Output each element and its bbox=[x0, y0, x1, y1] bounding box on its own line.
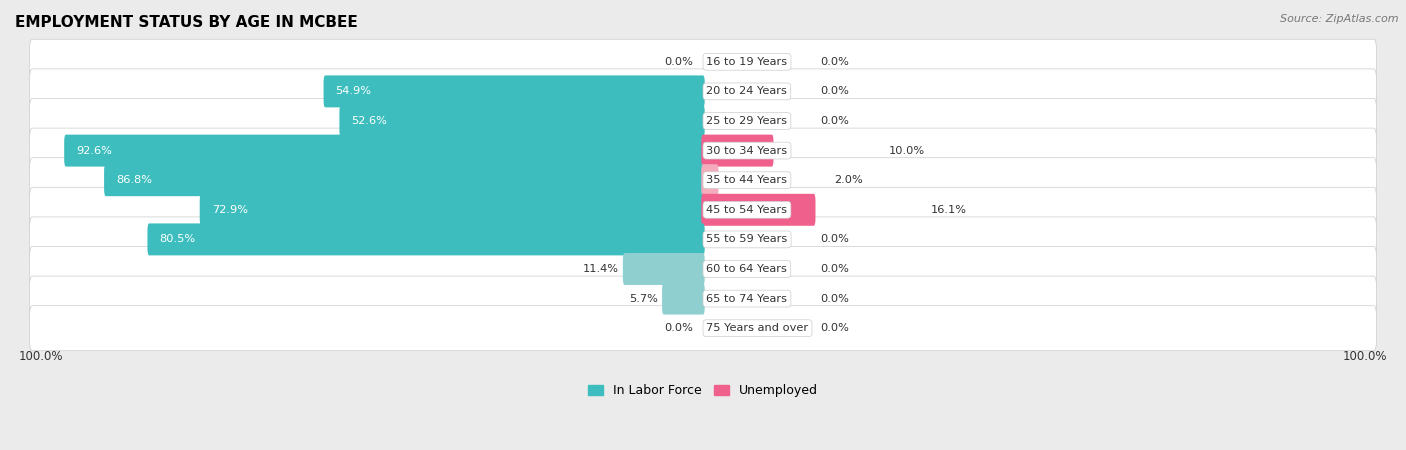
FancyBboxPatch shape bbox=[30, 158, 1376, 202]
Text: 75 Years and over: 75 Years and over bbox=[706, 323, 808, 333]
FancyBboxPatch shape bbox=[30, 128, 1376, 173]
Text: 92.6%: 92.6% bbox=[76, 146, 112, 156]
Text: 54.9%: 54.9% bbox=[336, 86, 371, 96]
FancyBboxPatch shape bbox=[323, 76, 704, 108]
FancyBboxPatch shape bbox=[30, 187, 1376, 232]
FancyBboxPatch shape bbox=[30, 276, 1376, 321]
Text: Source: ZipAtlas.com: Source: ZipAtlas.com bbox=[1281, 14, 1399, 23]
Text: 30 to 34 Years: 30 to 34 Years bbox=[706, 146, 787, 156]
Text: 20 to 24 Years: 20 to 24 Years bbox=[706, 86, 787, 96]
Text: 45 to 54 Years: 45 to 54 Years bbox=[706, 205, 787, 215]
Text: 100.0%: 100.0% bbox=[18, 350, 63, 363]
FancyBboxPatch shape bbox=[30, 69, 1376, 114]
Legend: In Labor Force, Unemployed: In Labor Force, Unemployed bbox=[583, 379, 823, 402]
FancyBboxPatch shape bbox=[30, 217, 1376, 262]
Text: 100.0%: 100.0% bbox=[1343, 350, 1388, 363]
Text: 2.0%: 2.0% bbox=[834, 175, 862, 185]
Text: 0.0%: 0.0% bbox=[664, 323, 693, 333]
Text: 0.0%: 0.0% bbox=[820, 293, 849, 304]
FancyBboxPatch shape bbox=[30, 39, 1376, 84]
Text: 0.0%: 0.0% bbox=[820, 234, 849, 244]
Text: 72.9%: 72.9% bbox=[212, 205, 247, 215]
FancyBboxPatch shape bbox=[148, 223, 704, 256]
FancyBboxPatch shape bbox=[623, 253, 704, 285]
Text: 52.6%: 52.6% bbox=[352, 116, 387, 126]
FancyBboxPatch shape bbox=[30, 99, 1376, 144]
Text: 5.7%: 5.7% bbox=[630, 293, 658, 304]
Text: 0.0%: 0.0% bbox=[820, 116, 849, 126]
Text: 80.5%: 80.5% bbox=[159, 234, 195, 244]
Text: 25 to 29 Years: 25 to 29 Years bbox=[706, 116, 787, 126]
Text: 0.0%: 0.0% bbox=[820, 264, 849, 274]
Text: 0.0%: 0.0% bbox=[820, 86, 849, 96]
Text: 11.4%: 11.4% bbox=[583, 264, 619, 274]
FancyBboxPatch shape bbox=[702, 135, 773, 166]
FancyBboxPatch shape bbox=[30, 306, 1376, 351]
FancyBboxPatch shape bbox=[662, 283, 704, 315]
Text: 0.0%: 0.0% bbox=[820, 57, 849, 67]
Text: 10.0%: 10.0% bbox=[889, 146, 925, 156]
FancyBboxPatch shape bbox=[702, 164, 718, 196]
Text: 55 to 59 Years: 55 to 59 Years bbox=[706, 234, 787, 244]
Text: EMPLOYMENT STATUS BY AGE IN MCBEE: EMPLOYMENT STATUS BY AGE IN MCBEE bbox=[15, 15, 357, 30]
FancyBboxPatch shape bbox=[200, 194, 704, 226]
FancyBboxPatch shape bbox=[702, 194, 815, 226]
FancyBboxPatch shape bbox=[30, 247, 1376, 292]
Text: 0.0%: 0.0% bbox=[820, 323, 849, 333]
Text: 86.8%: 86.8% bbox=[117, 175, 152, 185]
FancyBboxPatch shape bbox=[65, 135, 704, 166]
Text: 16.1%: 16.1% bbox=[931, 205, 967, 215]
FancyBboxPatch shape bbox=[339, 105, 704, 137]
Text: 0.0%: 0.0% bbox=[664, 57, 693, 67]
Text: 35 to 44 Years: 35 to 44 Years bbox=[706, 175, 787, 185]
Text: 65 to 74 Years: 65 to 74 Years bbox=[706, 293, 787, 304]
FancyBboxPatch shape bbox=[104, 164, 704, 196]
Text: 60 to 64 Years: 60 to 64 Years bbox=[706, 264, 787, 274]
Text: 16 to 19 Years: 16 to 19 Years bbox=[706, 57, 787, 67]
